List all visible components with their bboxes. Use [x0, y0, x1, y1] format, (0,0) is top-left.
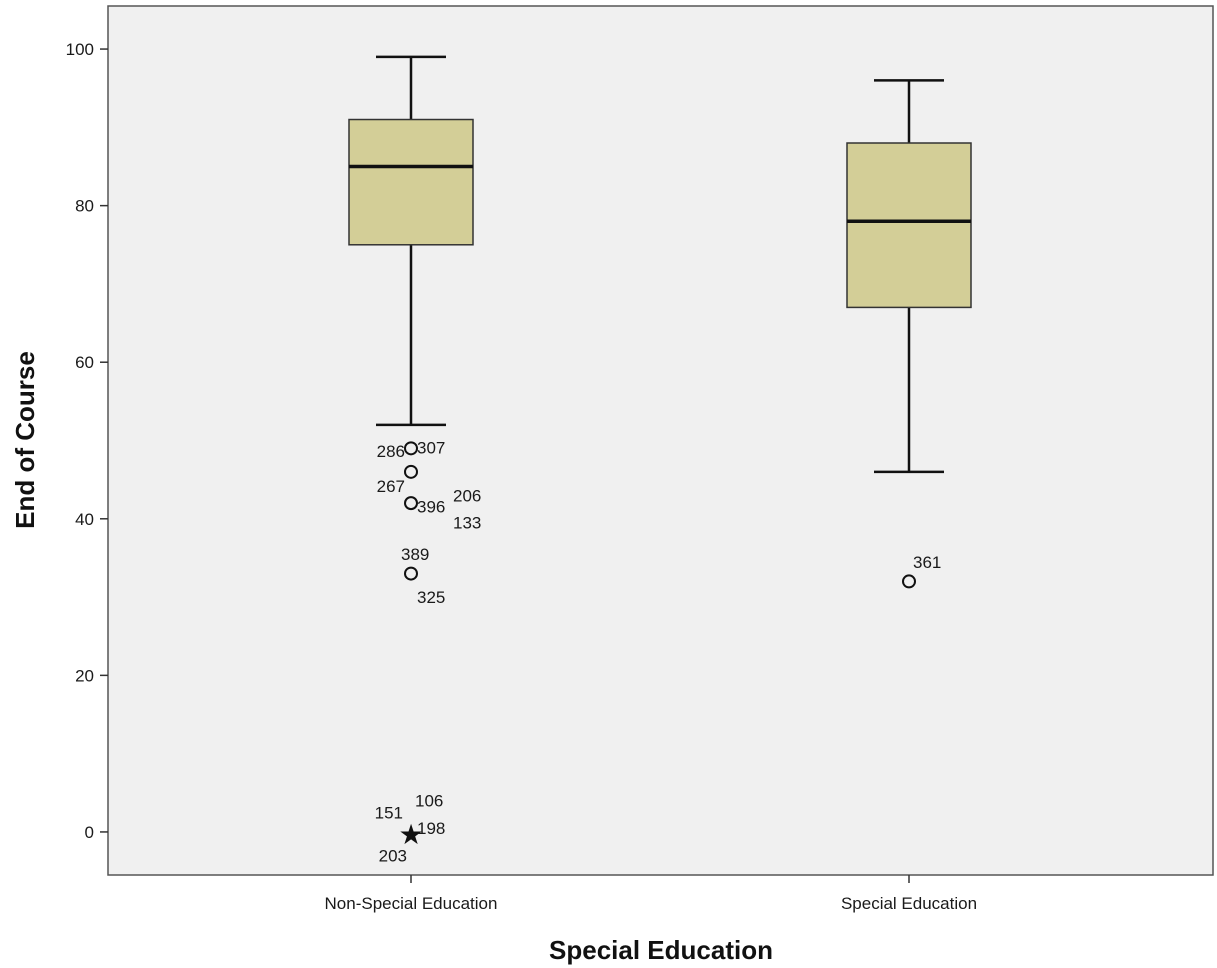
box: [846, 142, 972, 309]
y-tick-label: 100: [66, 40, 94, 59]
outlier-label: 396: [417, 497, 445, 516]
x-axis-title: Special Education: [549, 935, 773, 965]
y-axis: 0 20 40 60 80 100: [66, 40, 108, 842]
outlier-marker: [404, 464, 418, 479]
outlier-label: 198: [417, 819, 445, 838]
boxes-layer: ★ 286 307 267 396 206 133 389 325 151 106 198 203 361: [348, 55, 972, 865]
y-tick-label: 20: [75, 666, 94, 685]
outlier-label: 106: [415, 792, 443, 811]
y-tick-label: 60: [75, 353, 94, 372]
outlier-label: 325: [417, 588, 445, 607]
outlier-label: 286: [377, 442, 405, 461]
outlier-marker: [404, 441, 418, 456]
y-tick-label: 40: [75, 510, 94, 529]
outlier-label: 203: [379, 846, 407, 865]
box-group: 361: [846, 79, 972, 589]
plot-area: [107, 5, 1214, 876]
outlier-label: 206: [453, 486, 481, 505]
box-group: ★ 286 307 267 396 206 133 389 325 151 106 198 203: [348, 55, 481, 865]
y-tick-label: 0: [85, 823, 94, 842]
outlier-label: 389: [401, 545, 429, 564]
x-category-label: Non-Special Education: [325, 894, 498, 913]
outlier-label: 151: [375, 803, 403, 822]
extreme-outlier-marker: ★: [398, 818, 423, 851]
y-tick-label: 80: [75, 197, 94, 216]
outlier-marker: [404, 496, 418, 511]
outlier-label: 267: [377, 477, 405, 496]
outlier-label: 307: [417, 439, 445, 458]
box: [348, 118, 474, 246]
x-axis: Non-Special Education Special Education: [325, 875, 977, 913]
y-axis-title: End of Course: [10, 351, 40, 529]
outlier-marker: [404, 566, 418, 581]
outlier-marker: [902, 574, 916, 589]
outlier-label: 361: [913, 553, 941, 572]
outlier-label: 133: [453, 514, 481, 533]
x-category-label: Special Education: [841, 894, 977, 913]
